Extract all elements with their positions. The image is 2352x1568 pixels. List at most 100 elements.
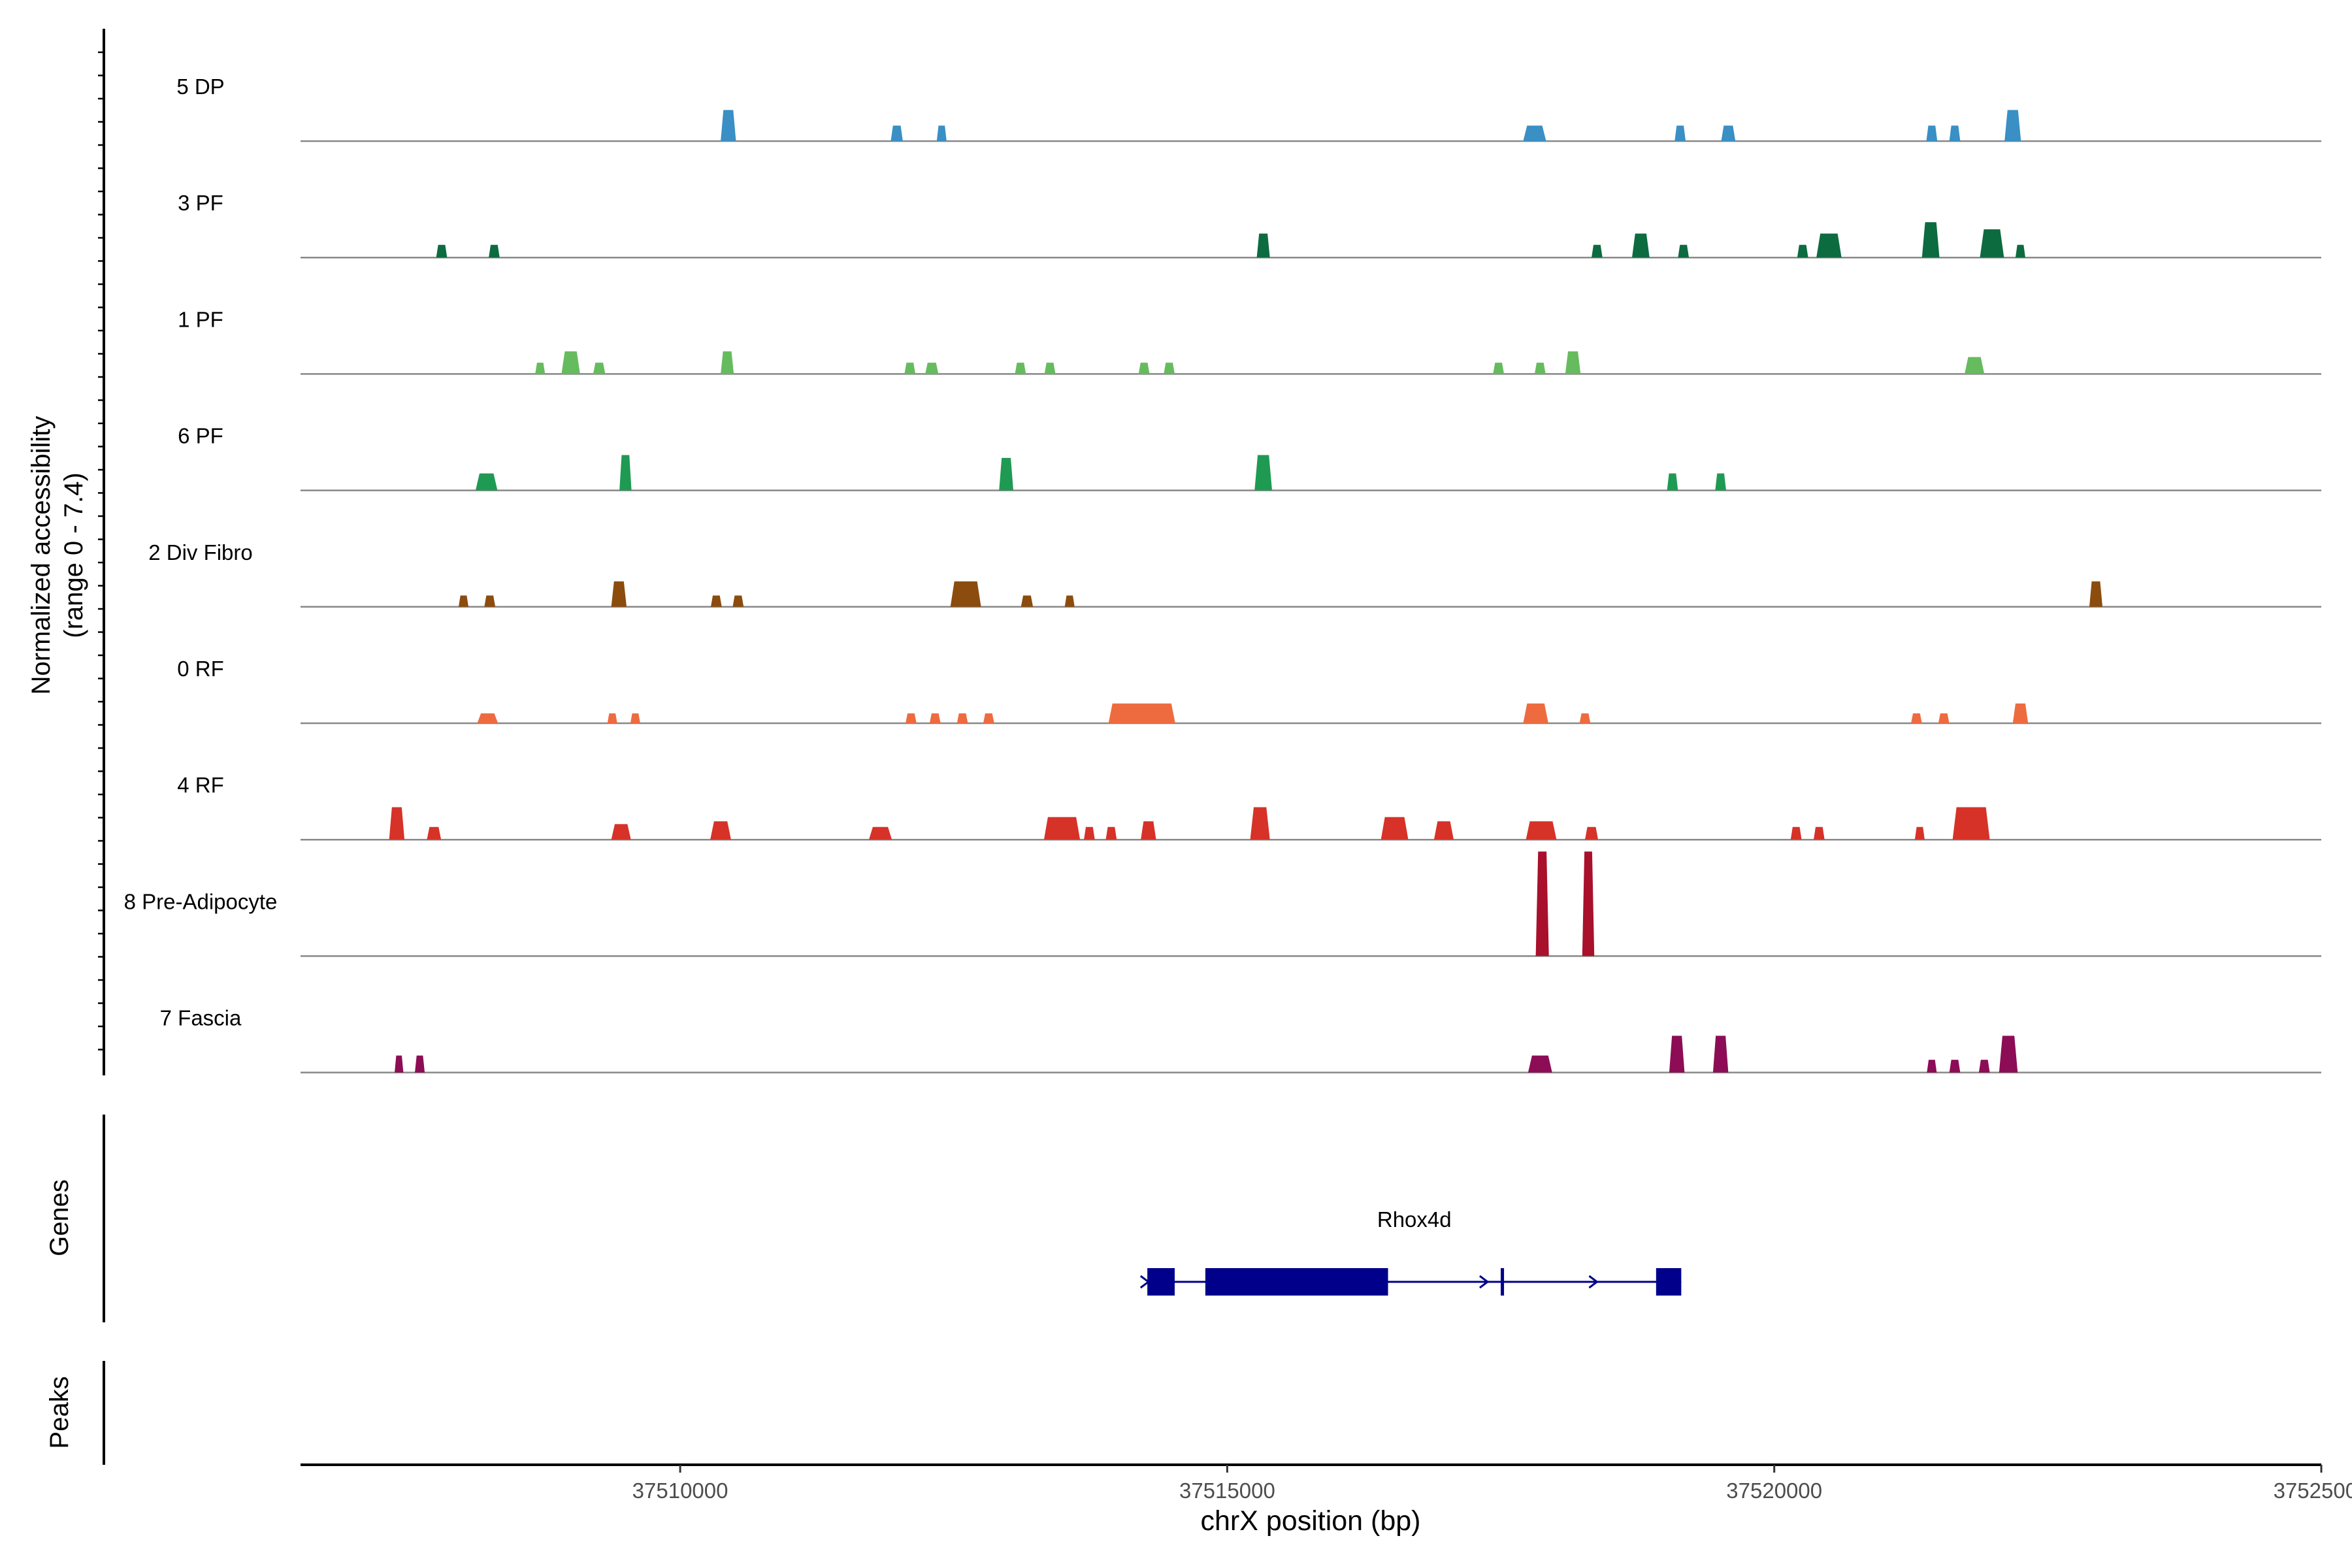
- accessibility-peak: [925, 363, 939, 374]
- accessibility-peak: [1526, 821, 1557, 840]
- accessibility-peak: [436, 244, 448, 258]
- x-tick-label: 37525000: [2274, 1478, 2352, 1503]
- accessibility-peak: [904, 363, 916, 374]
- accessibility-peak: [1980, 229, 2004, 258]
- x-axis: 37510000 37515000 37520000 37525000: [301, 1463, 2352, 1503]
- accessibility-peak: [1527, 1055, 1552, 1073]
- accessibility-peak: [1433, 821, 1454, 840]
- accessibility-peak: [389, 807, 405, 840]
- accessibility-peak: [1534, 363, 1546, 374]
- track-4: 6 PF: [178, 424, 2321, 491]
- x-tick-label: 37510000: [632, 1478, 728, 1503]
- accessibility-peak: [1064, 595, 1075, 607]
- accessibility-peak: [1938, 713, 1950, 723]
- accessibility-peak: [1164, 363, 1175, 374]
- track-1: 5 DP: [176, 74, 2321, 142]
- accessibility-peak: [890, 125, 903, 141]
- accessibility-peak: [1911, 713, 1922, 723]
- gene-exon: [1147, 1268, 1175, 1296]
- track-label: 8 Pre-Adipocyte: [124, 889, 278, 913]
- accessibility-peak: [1256, 233, 1270, 258]
- accessibility-peak: [1523, 125, 1546, 141]
- accessibility-peak: [1965, 357, 1985, 374]
- accessibility-peak: [1021, 595, 1034, 607]
- accessibility-peak: [2015, 244, 2026, 258]
- track-label: 2 Div Fibro: [148, 540, 253, 564]
- accessibility-peak: [1914, 826, 1925, 840]
- accessibility-peak: [2004, 110, 2021, 141]
- accessibility-peak: [1631, 233, 1650, 258]
- accessibility-peak: [721, 110, 736, 141]
- accessibility-peak: [1105, 826, 1117, 840]
- x-axis-label: chrX position (bp): [1201, 1505, 1421, 1537]
- accessibility-peak: [2012, 703, 2029, 723]
- accessibility-peak: [607, 713, 617, 723]
- accessibility-peak: [1250, 807, 1270, 840]
- accessibility-peak: [611, 824, 631, 840]
- accessibility-peak: [484, 595, 496, 607]
- track-label: 3 PF: [178, 191, 223, 215]
- accessibility-peak: [1108, 703, 1175, 723]
- track-9: 7 Fascia: [160, 1006, 2321, 1073]
- accessibility-peak: [983, 713, 994, 723]
- accessibility-peak: [1790, 826, 1802, 840]
- track-label: 1 PF: [178, 307, 223, 331]
- accessibility-peak: [395, 1055, 404, 1073]
- accessibility-peak: [936, 125, 947, 141]
- accessibility-peak: [1999, 1036, 2018, 1073]
- accessibility-peak: [1669, 1036, 1685, 1073]
- coverage-tracks: 5 DP 3 PF 1 PF 6 PF 2 Div Fibro 0 RF 4 RF 8 Pre…: [98, 29, 2321, 1075]
- accessibility-peak: [1565, 351, 1581, 374]
- track-2: 3 PF: [178, 191, 2321, 259]
- accessibility-peak: [1927, 1060, 1937, 1073]
- gene-name: Rhox4d: [1377, 1207, 1452, 1232]
- y-axis-label-line2: (range 0 - 7.4): [59, 472, 88, 638]
- accessibility-peak: [1579, 713, 1591, 723]
- accessibility-peak: [414, 1055, 425, 1073]
- accessibility-peak: [1584, 826, 1599, 840]
- track-7: 4 RF: [177, 773, 2321, 841]
- track-8: 8 Pre-Adipocyte: [124, 851, 2321, 957]
- gene-exon: [1656, 1268, 1682, 1296]
- accessibility-peak: [868, 826, 892, 840]
- accessibility-peak: [1813, 826, 1825, 840]
- accessibility-peak: [2089, 581, 2103, 607]
- x-tick-label: 37515000: [1179, 1478, 1275, 1503]
- x-tick-label: 37520000: [1726, 1478, 1822, 1503]
- accessibility-peak: [1380, 817, 1409, 840]
- accessibility-peak: [475, 473, 498, 491]
- track-label: 0 RF: [177, 657, 224, 681]
- accessibility-peak: [1926, 125, 1938, 141]
- accessibility-peak: [1141, 821, 1156, 840]
- accessibility-peak: [1952, 807, 1990, 840]
- accessibility-peak: [427, 826, 442, 840]
- track-label: 5 DP: [176, 74, 224, 99]
- strand-arrow: [1139, 1275, 1151, 1289]
- genes-panel-label: Genes: [45, 1179, 74, 1256]
- accessibility-peak: [489, 244, 500, 258]
- track-5: 2 Div Fibro: [148, 540, 2321, 608]
- accessibility-peak: [1493, 363, 1505, 374]
- accessibility-peak: [1015, 363, 1026, 374]
- accessibility-peak: [1084, 826, 1095, 840]
- accessibility-peak: [630, 713, 640, 723]
- track-3: 1 PF: [178, 307, 2321, 375]
- strand-arrow: [1479, 1275, 1490, 1289]
- accessibility-peak: [1949, 1060, 1961, 1073]
- accessibility-peak: [1592, 244, 1603, 258]
- accessibility-peak: [1921, 222, 1940, 258]
- accessibility-peak: [561, 351, 580, 374]
- accessibility-peak: [710, 595, 722, 607]
- accessibility-peak: [1043, 817, 1081, 840]
- strand-arrow: [1588, 1275, 1599, 1289]
- accessibility-peak: [1715, 473, 1727, 491]
- accessibility-peak: [1138, 363, 1150, 374]
- gene-track: Rhox4d: [103, 1115, 1682, 1465]
- track-label: 7 Fascia: [160, 1006, 242, 1030]
- accessibility-peak: [535, 363, 546, 374]
- accessibility-peak: [458, 595, 469, 607]
- accessibility-peak: [1254, 455, 1273, 491]
- accessibility-peak: [1678, 244, 1690, 258]
- track-label: 4 RF: [177, 773, 224, 797]
